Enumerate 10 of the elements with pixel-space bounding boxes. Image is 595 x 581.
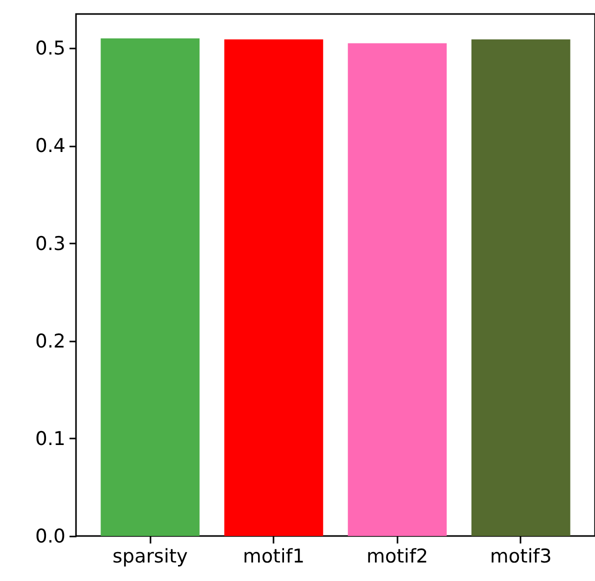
y-tick-label: 0.1 [35, 428, 66, 450]
y-tick-label: 0.0 [35, 526, 66, 548]
x-tick-label: motif1 [242, 546, 305, 568]
y-tick-label: 0.4 [35, 135, 66, 158]
y-tick-label: 0.5 [35, 38, 66, 60]
x-tick-label: sparsity [112, 546, 188, 568]
y-tick-label: 0.3 [35, 232, 66, 255]
x-tick-label: motif3 [490, 546, 552, 568]
x-tick-label: motif2 [366, 546, 428, 568]
y-tick-label: 0.2 [35, 330, 66, 352]
